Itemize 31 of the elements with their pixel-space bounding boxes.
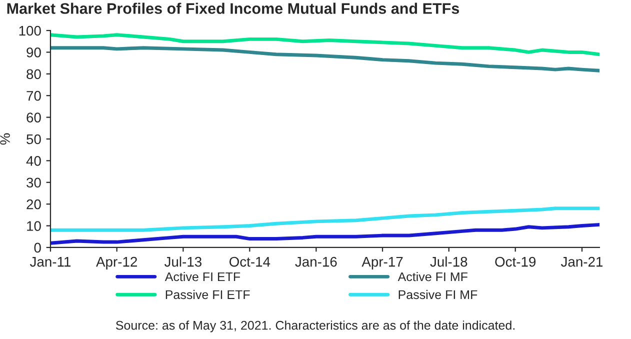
y-tick-label: 30 — [26, 178, 41, 188]
y-tick-label: 20 — [26, 199, 41, 210]
x-tick-label: Apr-17 — [362, 257, 403, 270]
y-tick-label: 50 — [26, 134, 41, 144]
line-series — [50, 222, 600, 245]
line-series — [50, 33, 600, 56]
y-tick-label: 10 — [27, 221, 41, 231]
legend-label: Active FI MF — [398, 272, 468, 282]
y-tick-label: 40 — [26, 156, 41, 166]
y-tick-label: 90 — [26, 48, 41, 58]
legend-label: Passive FI ETF — [166, 290, 250, 300]
y-axis-title: % — [0, 133, 10, 145]
source-note: Source: as of May 31, 2021. Characteristics are as of the date indicated. — [116, 320, 514, 332]
x-tick-label: Oct-14 — [229, 256, 270, 267]
y-tick-label: 80 — [26, 69, 41, 80]
x-tick-label: Jan-21 — [560, 256, 603, 267]
legend-label: Passive FI MF — [398, 290, 478, 300]
x-tick-label: Jul-18 — [430, 256, 468, 267]
x-tick-label: Apr-12 — [96, 256, 137, 270]
legend-label: Active FI ETF — [164, 272, 240, 282]
chart-title: Market Share Profiles of Fixed Income Mutual Funds and ETFs — [7, 2, 460, 14]
x-tick-label: Jul-13 — [164, 256, 202, 267]
y-tick-label: 60 — [26, 112, 41, 122]
y-tick-label: 100 — [19, 26, 41, 36]
x-tick-label: Jan-16 — [295, 256, 337, 267]
line-series — [50, 206, 600, 232]
y-tick-label: 0 — [34, 242, 41, 253]
x-tick-label: Jan-11 — [30, 257, 71, 267]
line-series — [50, 46, 600, 72]
x-tick-label: Oct-19 — [495, 256, 536, 267]
y-tick-label: 70 — [26, 90, 41, 101]
